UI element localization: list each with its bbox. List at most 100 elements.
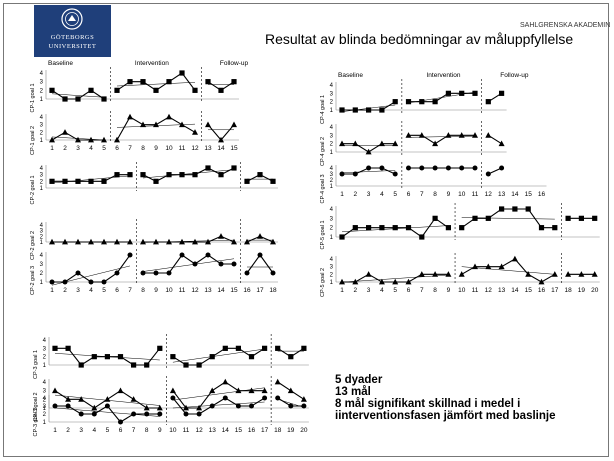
series-line (461, 258, 556, 283)
x-tick-label: 7 (128, 287, 132, 294)
x-tick-label: 14 (222, 427, 230, 434)
data-point-square (235, 345, 241, 351)
data-point-triangle (209, 387, 216, 394)
y-tick-label: 3 (40, 173, 44, 179)
data-point-square (144, 362, 150, 368)
data-point-square (248, 354, 255, 360)
data-point-triangle (485, 263, 492, 270)
data-point-triangle (248, 387, 255, 394)
data-point-circle (62, 279, 68, 285)
x-tick-label: 17 (256, 287, 264, 294)
data-point-triangle (511, 255, 518, 262)
series-line (408, 134, 475, 145)
data-point-triangle (153, 121, 159, 128)
data-point-square (472, 90, 478, 96)
data-point-square (392, 99, 398, 105)
data-point-square (565, 215, 571, 221)
data-point-triangle (274, 378, 281, 385)
data-point-triangle (65, 396, 72, 402)
x-tick-label: 3 (367, 191, 371, 198)
trend-line (341, 274, 449, 283)
data-point-circle (352, 171, 358, 177)
y-tick-label: 2 (330, 100, 334, 106)
y-tick-label: 2 (40, 271, 44, 277)
data-point-triangle (114, 238, 120, 245)
x-tick-label: 3 (367, 287, 371, 294)
y-tick-label: 3 (330, 133, 334, 139)
data-point-triangle (378, 140, 385, 147)
data-point-square (459, 90, 465, 96)
x-tick-label: 8 (433, 287, 437, 294)
data-point-triangle (78, 396, 85, 402)
series-label: CP-4 goal 3 (320, 174, 326, 203)
data-point-square (114, 87, 120, 93)
y-tick-label: 4 (40, 115, 44, 121)
data-point-circle (91, 411, 97, 417)
trend-line (116, 82, 196, 87)
data-point-triangle (62, 238, 68, 245)
data-point-square (91, 354, 97, 360)
data-point-triangle (257, 233, 263, 239)
data-point-triangle (378, 278, 385, 285)
data-point-circle (78, 411, 84, 417)
data-point-square (499, 206, 505, 212)
data-point-circle (459, 165, 465, 171)
data-point-triangle (104, 396, 111, 402)
data-point-square (140, 79, 146, 85)
data-point-triangle (392, 140, 399, 147)
y-tick-label: 1 (330, 235, 334, 241)
data-point-circle (419, 165, 425, 171)
y-tick-label: 3 (330, 91, 334, 97)
data-point-circle (445, 165, 451, 171)
data-point-triangle (88, 238, 94, 245)
x-tick-label: 5 (102, 145, 106, 152)
data-point-square (192, 172, 198, 178)
x-tick-label: 9 (154, 145, 158, 152)
data-point-square (196, 362, 202, 368)
data-point-square (49, 87, 55, 93)
data-point-circle (104, 403, 110, 409)
x-tick-label: 12 (485, 287, 493, 294)
x-tick-label: 14 (217, 287, 225, 294)
data-point-circle (183, 411, 189, 417)
x-tick-label: 10 (169, 427, 177, 434)
data-point-triangle (270, 238, 276, 245)
y-tick-label: 2 (330, 178, 334, 184)
y-tick-label: 4 (330, 207, 334, 213)
university-logo: GÖTEBORGS UNIVERSITET (34, 5, 111, 57)
x-tick-label: 8 (141, 287, 145, 294)
data-point-circle (127, 252, 133, 258)
x-tick-label: 4 (92, 427, 96, 434)
y-tick-label: 2 (330, 142, 334, 148)
data-point-square (127, 172, 133, 178)
data-point-triangle (287, 387, 294, 394)
y-tick-label: 3 (330, 265, 334, 271)
data-point-circle (485, 171, 491, 177)
data-point-circle (339, 171, 345, 177)
phase-label-follow-up: Follow-up (500, 72, 529, 79)
y-tick-label: 3 (43, 389, 47, 395)
y-tick-label: 4 (43, 396, 47, 402)
trend-line (142, 239, 235, 243)
trend-line (172, 348, 265, 363)
data-point-circle (153, 270, 159, 276)
data-point-triangle (49, 238, 55, 245)
data-point-triangle (392, 278, 399, 285)
data-point-square (339, 107, 345, 113)
data-point-triangle (127, 238, 133, 245)
data-point-circle (270, 270, 276, 276)
series-label: CP-5 goal 2 (320, 268, 326, 297)
data-point-triangle (235, 387, 242, 394)
x-tick-label: 2 (63, 145, 67, 152)
data-point-circle (301, 403, 307, 409)
x-tick-label: 15 (235, 427, 243, 434)
data-point-square (366, 107, 372, 113)
x-tick-label: 2 (63, 287, 67, 294)
data-point-square (49, 178, 55, 184)
x-tick-label: 6 (407, 287, 411, 294)
data-point-square (275, 345, 281, 351)
data-point-circle (392, 171, 398, 177)
data-point-square (432, 215, 438, 221)
data-point-square (459, 225, 465, 231)
